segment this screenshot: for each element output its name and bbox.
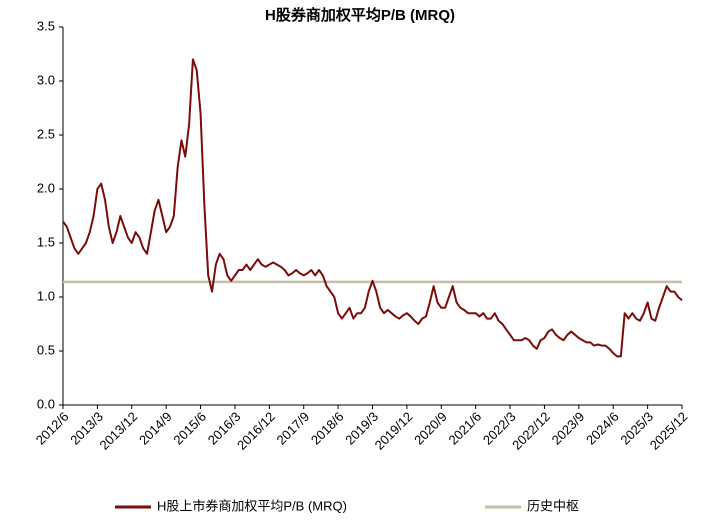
x-tick-label: 2018/6 [308,409,347,448]
x-tick-label: 2017/9 [274,409,313,448]
y-tick-label: 2.0 [37,180,55,195]
y-tick-label: 1.5 [37,234,55,249]
x-tick-label: 2019/12 [372,409,416,453]
x-tick-label: 2023/9 [549,409,588,448]
x-tick-label: 2013/12 [96,409,140,453]
x-tick-label: 2021/6 [445,409,484,448]
chart-title: H股券商加权平均P/B (MRQ) [265,6,455,24]
y-tick-label: 3.0 [37,72,55,87]
x-tick-label: 2022/12 [509,409,553,453]
legend-label: H股上市券商加权平均P/B (MRQ) [157,498,347,513]
x-tick-label: 2015/6 [170,409,209,448]
y-tick-label: 1.0 [37,288,55,303]
y-tick-label: 2.5 [37,126,55,141]
y-tick-label: 3.5 [37,18,55,33]
legend-label: 历史中枢 [527,498,579,513]
y-tick-label: 0.0 [37,396,55,411]
y-tick-label: 0.5 [37,342,55,357]
x-tick-label: 2025/12 [647,409,691,453]
x-tick-label: 2016/12 [234,409,278,453]
series-line [62,58,683,358]
x-tick-label: 2020/9 [411,409,450,448]
x-tick-label: 2012/6 [33,409,72,448]
x-tick-label: 2024/6 [583,409,622,448]
x-tick-label: 2014/9 [136,409,175,448]
